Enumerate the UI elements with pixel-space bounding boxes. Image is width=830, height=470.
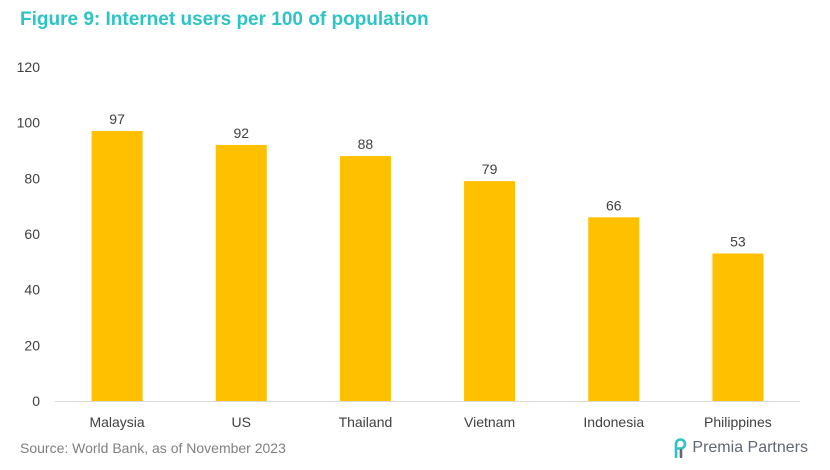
data-label: 79 — [482, 161, 498, 177]
x-tick-label: Thailand — [339, 414, 393, 430]
x-tick-label: Malaysia — [89, 414, 144, 430]
source-note: Source: World Bank, as of November 2023 — [20, 440, 286, 456]
y-tick-label: 100 — [17, 115, 41, 131]
brand-logo: Premia Partners — [672, 438, 808, 458]
data-label: 53 — [730, 233, 746, 249]
bar — [588, 217, 640, 401]
y-tick-label: 40 — [24, 282, 40, 298]
x-tick-label: Philippines — [704, 414, 772, 430]
bar — [215, 144, 267, 401]
bar — [91, 131, 143, 401]
y-tick-label: 60 — [24, 226, 40, 242]
x-tick-label: Indonesia — [583, 414, 644, 430]
bar — [712, 253, 764, 401]
data-label: 97 — [109, 111, 125, 127]
bar — [464, 181, 516, 401]
brand-name: Premia Partners — [692, 439, 808, 456]
premia-logo-icon — [675, 438, 687, 458]
y-tick-label: 20 — [24, 337, 40, 353]
y-tick-label: 0 — [32, 393, 40, 409]
data-label: 66 — [606, 197, 622, 213]
data-label: 88 — [358, 136, 374, 152]
y-tick-label: 80 — [24, 170, 40, 186]
data-label: 92 — [233, 125, 249, 141]
x-tick-label: US — [232, 414, 251, 430]
x-tick-label: Vietnam — [464, 414, 515, 430]
chart-title: Figure 9: Internet users per 100 of popu… — [20, 9, 429, 30]
bar — [339, 156, 391, 401]
y-tick-label: 120 — [17, 59, 41, 75]
